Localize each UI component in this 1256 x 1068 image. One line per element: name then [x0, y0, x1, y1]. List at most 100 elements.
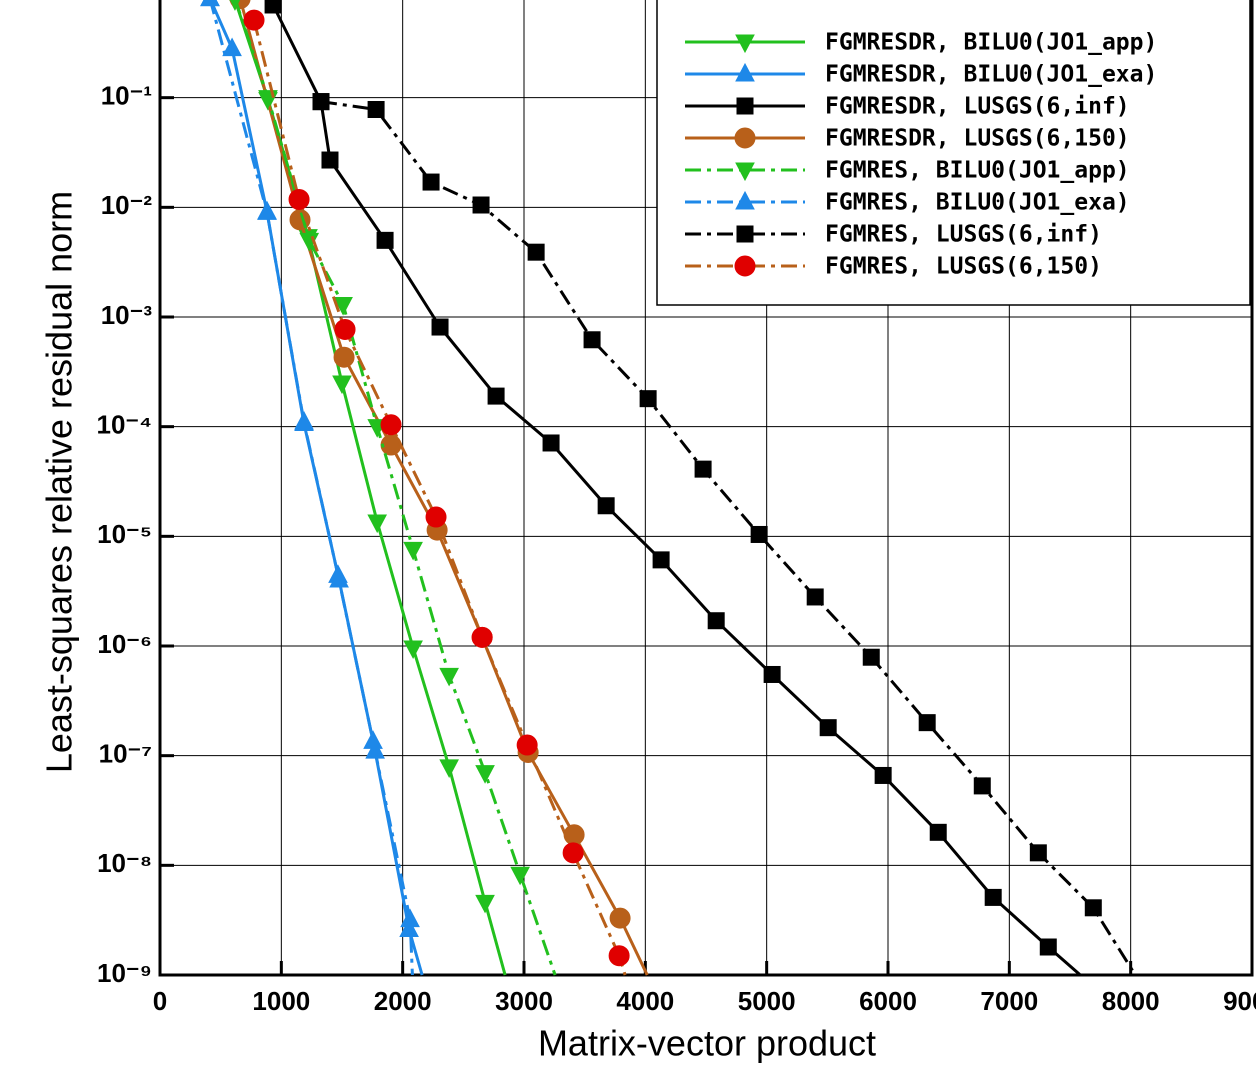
- marker: [363, 730, 383, 749]
- marker: [736, 225, 754, 243]
- legend-box: [656, 0, 1251, 306]
- y-tick-label: 10⁻²: [101, 190, 153, 220]
- x-tick-label: 1000: [252, 986, 310, 1016]
- x-tick-label: 6000: [859, 986, 917, 1016]
- series-line: [208, 0, 424, 976]
- marker: [597, 497, 615, 515]
- legend-label: FGMRESDR, BILU0(JO1_app): [825, 30, 1157, 56]
- marker: [1029, 844, 1047, 862]
- marker: [639, 390, 657, 408]
- marker: [734, 255, 756, 277]
- legend-label: FGMRESDR, BILU0(JO1_exa): [825, 62, 1157, 88]
- marker: [243, 9, 265, 31]
- y-tick-label: 10⁻⁵: [97, 519, 152, 549]
- series-line: [208, 0, 414, 976]
- x-tick-label: 3000: [495, 986, 553, 1016]
- marker: [806, 588, 824, 606]
- marker: [510, 866, 530, 886]
- marker: [367, 514, 388, 534]
- marker: [735, 162, 755, 182]
- series-line: [320, 100, 1137, 976]
- marker: [563, 824, 585, 846]
- marker: [984, 888, 1002, 906]
- marker: [257, 201, 277, 220]
- marker: [862, 648, 880, 666]
- marker: [562, 842, 584, 864]
- y-axis-label: Least-squares relative residual norm: [39, 191, 80, 773]
- marker: [1084, 899, 1102, 917]
- marker: [516, 734, 538, 756]
- y-tick-label: 10⁻¹: [101, 81, 152, 111]
- y-tick-label: 10⁻⁴: [96, 410, 152, 440]
- marker: [422, 173, 440, 191]
- marker: [763, 665, 781, 683]
- marker: [321, 151, 339, 169]
- marker: [332, 375, 352, 395]
- legend-label: FGMRES, BILU0(JO1_app): [825, 158, 1130, 184]
- y-tick-label: 10⁻⁹: [97, 958, 152, 988]
- marker: [475, 765, 495, 784]
- marker: [973, 777, 991, 795]
- marker: [400, 908, 420, 928]
- series-line: [238, 0, 649, 976]
- marker: [707, 612, 725, 630]
- marker: [334, 318, 356, 340]
- marker: [294, 411, 314, 430]
- legend-label: FGMRESDR, LUSGS(6,inf): [825, 94, 1130, 120]
- marker: [288, 188, 310, 210]
- legend-label: FGMRESDR, LUSGS(6,150): [825, 126, 1130, 152]
- marker: [750, 525, 768, 543]
- marker: [1039, 938, 1057, 956]
- marker: [222, 37, 242, 57]
- marker: [425, 506, 447, 528]
- series-line: [233, 0, 557, 976]
- marker: [439, 759, 459, 778]
- plot-frame: [158, 0, 1254, 977]
- marker: [694, 460, 712, 478]
- y-tick-label: 10⁻⁷: [99, 739, 152, 769]
- y-tick-label: 10⁻³: [101, 300, 153, 330]
- x-tick-label: 8000: [1102, 986, 1160, 1016]
- marker: [609, 907, 631, 929]
- marker: [264, 0, 282, 14]
- marker: [475, 894, 495, 914]
- marker: [734, 127, 756, 149]
- series-line: [233, 0, 507, 976]
- marker: [929, 823, 947, 841]
- marker: [472, 196, 490, 214]
- x-tick-label: 0: [153, 986, 167, 1016]
- x-tick-label: 5000: [738, 986, 796, 1016]
- marker: [583, 331, 601, 349]
- marker: [819, 719, 837, 737]
- x-tick-label: 7000: [980, 986, 1038, 1016]
- legend-label: FGMRES, LUSGS(6,150): [825, 254, 1102, 280]
- marker: [736, 97, 754, 115]
- marker: [367, 101, 385, 119]
- x-tick-label: 4000: [616, 986, 674, 1016]
- y-tick-label: 10⁻⁸: [97, 848, 152, 878]
- marker: [652, 551, 670, 569]
- marker: [439, 667, 459, 687]
- marker: [527, 243, 545, 261]
- marker: [918, 714, 936, 732]
- x-tick-label: 9000: [1223, 986, 1256, 1016]
- marker: [200, 0, 220, 7]
- marker: [333, 346, 355, 368]
- marker: [376, 231, 394, 249]
- series-line: [252, 19, 627, 976]
- marker: [403, 640, 423, 660]
- x-axis-label: Matrix-vector product: [538, 1023, 876, 1064]
- marker: [608, 945, 630, 967]
- marker: [735, 190, 755, 210]
- marker: [487, 387, 505, 405]
- marker: [312, 93, 330, 111]
- marker: [542, 434, 560, 452]
- marker: [471, 626, 493, 648]
- legend: FGMRESDR, BILU0(JO1_app) FGMRESDR, BILU0(…: [656, 0, 1251, 306]
- marker: [403, 541, 423, 561]
- marker: [229, 0, 241, 10]
- marker: [328, 564, 348, 583]
- marker: [431, 318, 449, 336]
- marker: [735, 34, 755, 54]
